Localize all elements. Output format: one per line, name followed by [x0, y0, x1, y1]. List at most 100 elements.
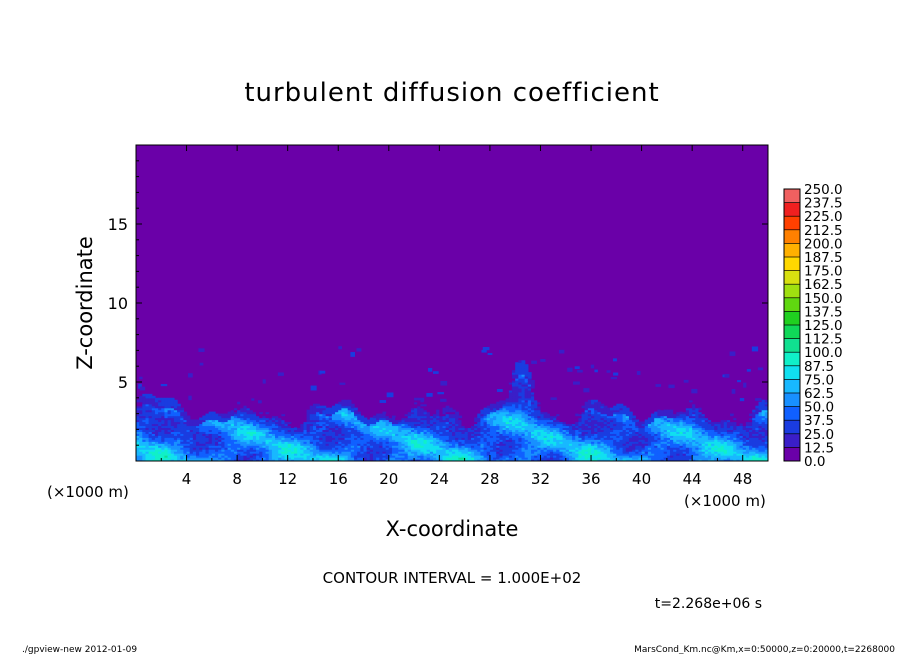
- heatmap-cell: [196, 429, 200, 432]
- heatmap-cell: [594, 435, 598, 438]
- heatmap-cell: [350, 403, 355, 407]
- heatmap-cell: [180, 441, 184, 444]
- heatmap-cell: [470, 453, 475, 456]
- heatmap-cell: [591, 413, 595, 417]
- heatmap-cell: [521, 447, 526, 450]
- heatmap-cell: [410, 437, 415, 440]
- heatmap-cell: [433, 437, 437, 440]
- heatmap-cell: [701, 415, 706, 419]
- heatmap-cell: [562, 433, 567, 436]
- heatmap-cell: [616, 439, 621, 442]
- heatmap-cell: [448, 423, 453, 427]
- heatmap-cell: [363, 443, 368, 446]
- heatmap-cell: [312, 429, 317, 432]
- heatmap-cell: [170, 455, 175, 458]
- heatmap-cell: [139, 451, 143, 454]
- heatmap-cell: [692, 411, 696, 415]
- heatmap-cell: [508, 459, 513, 461]
- heatmap-cell: [584, 409, 589, 413]
- heatmap-cell: [575, 419, 579, 423]
- heatmap-cell: [373, 455, 377, 458]
- heatmap-cell: [328, 439, 333, 442]
- heatmap-cell: [218, 437, 222, 440]
- heatmap-cell: [284, 427, 289, 430]
- heatmap-cell: [322, 441, 327, 444]
- heatmap-cell: [470, 425, 475, 429]
- heatmap-cell: [502, 443, 507, 446]
- heatmap-cell: [170, 413, 175, 417]
- heatmap-cell: [448, 457, 453, 460]
- heatmap-cell: [303, 443, 308, 446]
- heatmap-cell: [477, 435, 482, 438]
- heatmap-cell: [233, 413, 238, 417]
- heatmap-cell: [606, 413, 611, 417]
- heatmap-cell: [287, 459, 292, 461]
- heatmap-cell: [660, 451, 665, 454]
- heatmap-cell: [553, 415, 557, 419]
- heatmap-cell: [410, 409, 415, 413]
- heatmap-cell: [294, 453, 298, 456]
- heatmap-cell: [268, 427, 273, 430]
- heatmap-cell: [414, 435, 418, 438]
- heatmap-cell: [676, 439, 681, 442]
- heatmap-cell: [170, 451, 175, 454]
- heatmap-cell: [373, 435, 377, 438]
- heatmap-cell: [502, 449, 507, 452]
- heatmap-cell: [259, 453, 263, 456]
- heatmap-cell: [246, 397, 251, 401]
- heatmap-cell: [572, 439, 576, 442]
- heatmap-cell: [265, 427, 270, 430]
- heatmap-cell: [644, 445, 649, 448]
- heatmap-cell: [600, 415, 605, 419]
- heatmap-cell: [145, 409, 150, 413]
- heatmap-cell: [325, 413, 330, 417]
- heatmap-cell: [704, 451, 709, 454]
- heatmap-cell: [660, 437, 665, 440]
- heatmap-cell: [281, 415, 286, 419]
- heatmap-cell: [666, 453, 671, 456]
- heatmap-cell: [676, 417, 681, 421]
- heatmap-cell: [256, 433, 260, 436]
- heatmap-cell: [136, 445, 140, 448]
- heatmap-cell: [483, 427, 488, 430]
- heatmap-cell: [186, 425, 191, 429]
- heatmap-cell: [180, 435, 184, 438]
- heatmap-cell: [508, 401, 513, 405]
- heatmap-cell: [224, 429, 229, 432]
- heatmap-cell: [148, 453, 153, 456]
- heatmap-cell: [271, 457, 276, 460]
- heatmap-cell: [221, 427, 226, 430]
- heatmap-cell: [281, 425, 286, 429]
- heatmap-cell: [246, 439, 251, 442]
- heatmap-cell: [275, 437, 279, 440]
- heatmap-cell: [290, 431, 295, 434]
- heatmap-cell: [167, 453, 172, 456]
- heatmap-cell: [436, 441, 440, 444]
- heatmap-cell: [420, 407, 425, 411]
- heatmap-cell: [300, 451, 305, 454]
- heatmap-cell: [689, 457, 693, 460]
- heatmap-cell: [183, 421, 188, 425]
- heatmap-cell: [685, 447, 690, 450]
- heatmap-cell: [692, 425, 696, 429]
- heatmap-cell: [657, 419, 662, 423]
- heatmap-cell: [173, 433, 178, 436]
- heatmap-cell: [527, 445, 532, 448]
- heatmap-cell: [701, 431, 706, 434]
- heatmap-cell: [527, 389, 532, 393]
- heatmap-cell: [531, 385, 535, 389]
- heatmap-cell: [685, 455, 690, 458]
- heatmap-cell: [439, 411, 444, 415]
- heatmap-cell: [338, 431, 342, 434]
- heatmap-cell: [543, 411, 548, 415]
- heatmap-cell: [505, 407, 510, 411]
- heatmap-cell: [382, 439, 387, 442]
- heatmap-cell: [148, 413, 153, 417]
- heatmap-cell: [676, 427, 681, 430]
- heatmap-cell: [208, 455, 213, 458]
- heatmap-cell: [354, 429, 358, 432]
- heatmap-cell: [483, 421, 488, 425]
- heatmap-cell: [452, 431, 456, 434]
- heatmap-cell: [316, 425, 320, 429]
- heatmap-cell: [426, 417, 431, 421]
